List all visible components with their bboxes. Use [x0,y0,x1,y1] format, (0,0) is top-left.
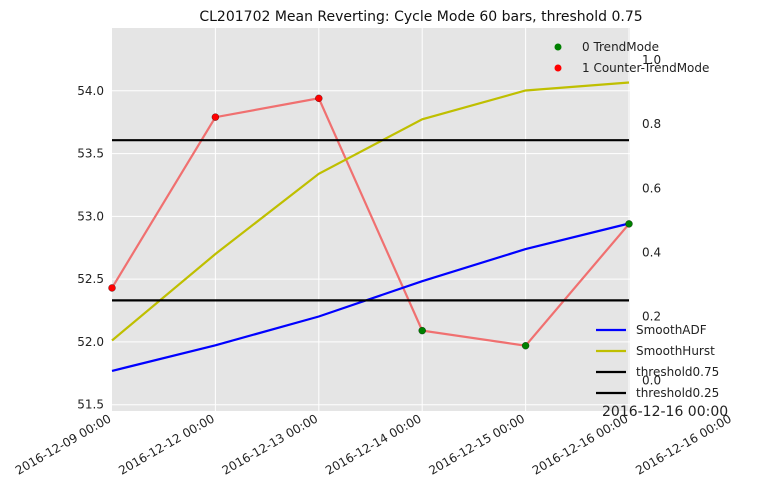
regime-point [625,220,633,228]
legend-bottom: SmoothADF SmoothHurst threshold0.75 thresho… [596,323,719,400]
x-tick-label: 2016-12-13 00:00 [220,411,321,477]
legend-label: threshold0.25 [636,386,719,400]
x-tick-label: 2016-12-15 00:00 [426,411,527,477]
x-tick-label: 2016-12-12 00:00 [116,411,217,477]
left-tick-label: 53.5 [77,147,104,161]
left-tick-label: 52.0 [77,335,104,349]
series-line-SmoothADF [111,222,630,372]
x-tick-label: 2016-12-16 00:00 [530,411,631,477]
legend-label: threshold0.75 [636,365,719,379]
x-tick-label: 2016-12-14 00:00 [323,411,424,477]
left-axis-ticks: 51.5 52.0 52.5 53.0 53.5 54.0 [77,84,104,412]
legend-marker [554,64,562,72]
legend-top: 0 TrendMode 1 Counter-TrendMode [554,40,709,75]
regime-point [211,113,220,121]
left-tick-label: 54.0 [77,84,104,98]
regime-point [108,284,116,292]
legend-label: SmoothADF [636,323,707,337]
regime-point [315,94,323,102]
right-tick-label: 1.0 [642,53,661,67]
x-tick-label: 2016-12-16 00:00 [633,411,734,477]
right-axis-ticks: 0.0 0.2 0.4 0.6 0.8 1.0 [642,53,661,388]
right-tick-label: 0.6 [642,181,661,195]
left-tick-label: 51.5 [77,398,104,412]
regime-point [521,342,530,350]
regime-points [108,94,633,350]
right-tick-label: 0.4 [642,245,661,259]
chart-title: CL201702 Mean Reverting: Cycle Mode 60 b… [199,9,642,25]
series-lines [111,81,630,372]
left-tick-label: 52.5 [77,272,104,286]
right-tick-label: 0.8 [642,117,661,131]
right-tick-label: 0.2 [642,309,661,323]
annotation-label: 2016-12-16 00:00 [602,404,728,420]
left-tick-label: 53.0 [77,209,104,223]
series-line-SmoothHurst [111,81,630,342]
legend-marker [554,43,562,51]
x-tick-label: 2016-12-09 00:00 [13,411,114,477]
regime-point [418,326,426,335]
legend-label: SmoothHurst [636,344,715,358]
plot-background [112,28,630,411]
right-tick-label: 0.0 [642,374,661,388]
legend-label: 0 TrendMode [582,40,659,54]
legend-label: 1 Counter-TrendMode [582,61,709,75]
x-axis-ticks: 2016-12-09 00:00 2016-12-12 00:00 2016-12-… [13,411,734,477]
price-line [111,97,630,347]
